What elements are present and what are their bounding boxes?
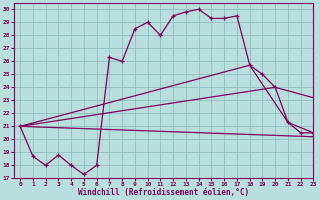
- X-axis label: Windchill (Refroidissement éolien,°C): Windchill (Refroidissement éolien,°C): [78, 188, 249, 197]
